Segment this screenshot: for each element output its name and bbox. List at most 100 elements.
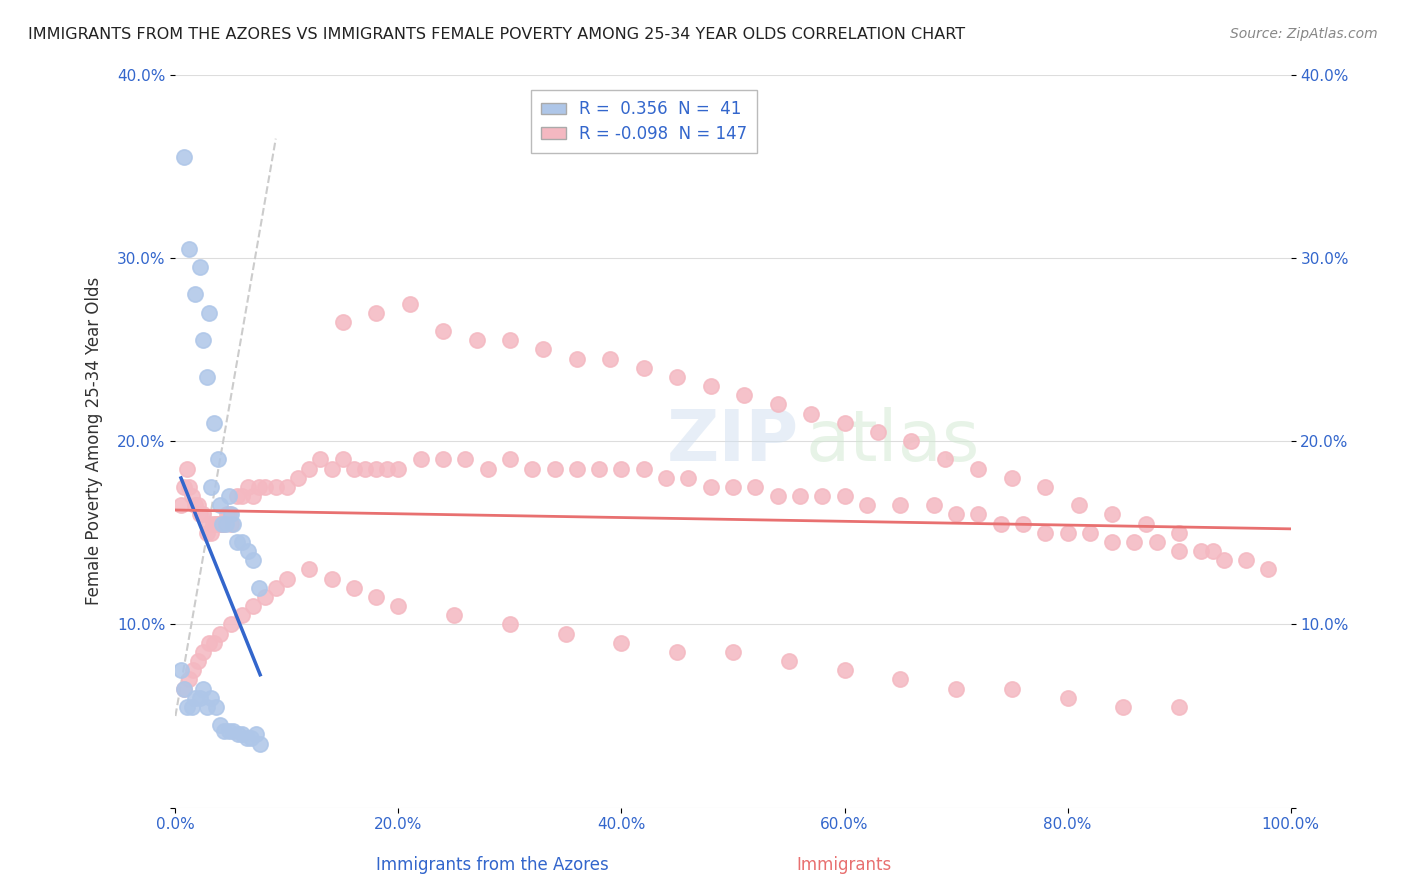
Point <box>1056 690 1078 705</box>
Y-axis label: Female Poverty Among 25-34 Year Olds: Female Poverty Among 25-34 Year Olds <box>86 277 103 606</box>
Point <box>204 516 226 531</box>
Point <box>800 407 823 421</box>
Point <box>1168 544 1191 558</box>
Point <box>1234 553 1257 567</box>
Point <box>236 480 259 494</box>
Point <box>332 452 354 467</box>
Point <box>204 636 226 650</box>
Point <box>181 663 204 677</box>
Point <box>181 489 204 503</box>
Point <box>967 508 990 522</box>
Point <box>610 636 633 650</box>
Point <box>1168 699 1191 714</box>
Point <box>499 452 522 467</box>
Point <box>200 480 222 494</box>
Point <box>245 727 267 741</box>
Point <box>443 608 465 623</box>
Point <box>332 315 354 329</box>
Text: atlas: atlas <box>806 407 980 475</box>
Text: Source: ZipAtlas.com: Source: ZipAtlas.com <box>1230 27 1378 41</box>
Point <box>204 416 226 430</box>
Point <box>214 516 236 531</box>
Point <box>721 645 744 659</box>
Point <box>321 572 343 586</box>
Point <box>184 498 207 512</box>
Point <box>173 480 195 494</box>
Point <box>225 489 247 503</box>
Point <box>733 388 755 402</box>
Point <box>610 461 633 475</box>
Point <box>215 508 238 522</box>
Point <box>200 690 222 705</box>
Point <box>225 535 247 549</box>
Point <box>1101 535 1123 549</box>
Point <box>900 434 922 449</box>
Point <box>195 699 218 714</box>
Point <box>633 360 655 375</box>
Point <box>208 498 231 512</box>
Point <box>834 489 856 503</box>
Point <box>922 498 945 512</box>
Point <box>1168 525 1191 540</box>
Point <box>1212 553 1234 567</box>
Point <box>945 681 967 696</box>
Point <box>188 260 211 274</box>
Point <box>533 343 555 357</box>
Point <box>309 452 332 467</box>
Point <box>699 480 721 494</box>
Point <box>465 333 488 347</box>
Point <box>187 498 209 512</box>
Point <box>219 617 242 632</box>
Point <box>522 461 544 475</box>
Point <box>170 498 193 512</box>
Point <box>856 498 879 512</box>
Point <box>599 351 621 366</box>
Point <box>432 452 454 467</box>
Point <box>188 690 211 705</box>
Text: ZIP: ZIP <box>666 407 799 475</box>
Point <box>184 287 207 301</box>
Point <box>177 480 200 494</box>
Point <box>1201 544 1223 558</box>
Point <box>214 723 236 738</box>
Point <box>222 516 245 531</box>
Point <box>1146 535 1168 549</box>
Point <box>207 452 229 467</box>
Point <box>198 636 221 650</box>
Point <box>766 397 789 411</box>
Point <box>1123 535 1146 549</box>
Point <box>744 480 766 494</box>
Point <box>699 379 721 393</box>
Text: IMMIGRANTS FROM THE AZORES VS IMMIGRANTS FEMALE POVERTY AMONG 25-34 YEAR OLDS CO: IMMIGRANTS FROM THE AZORES VS IMMIGRANTS… <box>28 27 966 42</box>
Point <box>211 516 233 531</box>
Point <box>193 508 215 522</box>
Point <box>834 416 856 430</box>
Point <box>588 461 610 475</box>
Point <box>219 516 242 531</box>
Point <box>219 508 242 522</box>
Point <box>1001 471 1024 485</box>
Point <box>366 461 388 475</box>
Point <box>666 645 689 659</box>
Point <box>1001 681 1024 696</box>
Point <box>655 471 678 485</box>
Point <box>214 516 236 531</box>
Point <box>222 723 245 738</box>
Point <box>343 461 366 475</box>
Legend: R =  0.356  N =  41, R = -0.098  N = 147: R = 0.356 N = 41, R = -0.098 N = 147 <box>530 90 756 153</box>
Point <box>454 452 477 467</box>
Point <box>678 471 700 485</box>
Point <box>198 306 221 320</box>
Point <box>176 699 198 714</box>
Point <box>276 480 298 494</box>
Point <box>1056 525 1078 540</box>
Point <box>173 150 195 164</box>
Point <box>207 516 229 531</box>
Point <box>1033 525 1056 540</box>
Point <box>177 673 200 687</box>
Point <box>543 461 565 475</box>
Point <box>990 516 1012 531</box>
Point <box>811 489 834 503</box>
Point <box>967 461 990 475</box>
Point <box>226 727 249 741</box>
